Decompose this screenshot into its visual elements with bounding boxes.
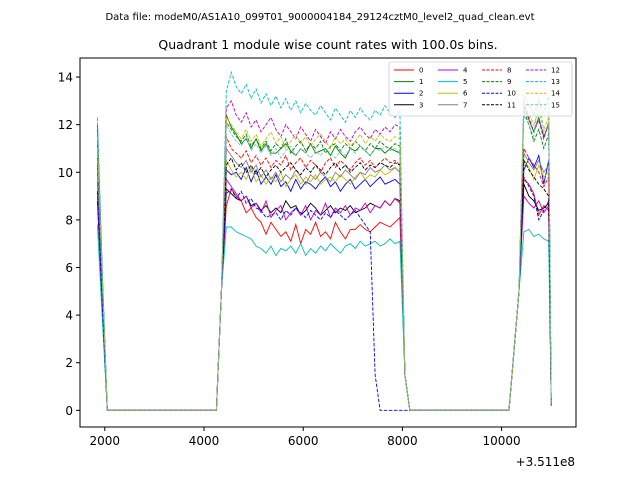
y-tick-label: 2 <box>65 356 73 370</box>
y-axis: 0 2 4 6 8 10 12 14 <box>58 71 80 418</box>
legend-label-7: 7 <box>463 101 467 109</box>
y-tick-label: 4 <box>65 309 73 323</box>
series-line-13 <box>96 70 552 411</box>
series-line-5 <box>96 224 552 411</box>
series-line-9 <box>96 110 552 411</box>
legend-label-0: 0 <box>419 67 423 75</box>
legend-label-4: 4 <box>463 67 468 75</box>
x-axis: 2000 4000 6000 8000 10000 <box>90 427 521 448</box>
y-tick-label: 10 <box>58 166 73 180</box>
y-tick-label: 12 <box>58 118 73 132</box>
x-tick-label: 2000 <box>90 434 121 448</box>
legend-label-5: 5 <box>463 78 467 86</box>
series-line-12 <box>96 99 552 411</box>
series-line-11 <box>96 157 552 411</box>
legend-label-11: 11 <box>507 101 516 109</box>
y-tick-label: 8 <box>65 213 73 227</box>
legend-label-14: 14 <box>551 90 560 98</box>
legend-label-15: 15 <box>551 101 560 109</box>
series-line-15 <box>96 96 552 411</box>
legend-label-2: 2 <box>419 90 423 98</box>
y-tick-label: 14 <box>58 71 73 85</box>
legend-label-9: 9 <box>507 78 511 86</box>
series-line-3 <box>96 184 552 411</box>
x-tick-label: 10000 <box>483 434 521 448</box>
legend-label-10: 10 <box>507 90 516 98</box>
x-tick-label: 4000 <box>189 434 220 448</box>
y-tick-label: 6 <box>65 261 73 275</box>
chart-title: Quadrant 1 module wise count rates with … <box>158 37 497 52</box>
x-tick-label: 8000 <box>387 434 418 448</box>
series-line-7 <box>96 147 552 411</box>
legend-label-12: 12 <box>551 67 560 75</box>
y-tick-label: 0 <box>65 404 73 418</box>
suptitle: Data file: modeM0/AS1A10_099T01_90000041… <box>105 12 534 23</box>
legend-label-13: 13 <box>551 78 560 86</box>
series-line-0 <box>96 143 552 411</box>
x-offset-label: +3.511e8 <box>516 455 575 469</box>
legend-label-8: 8 <box>507 67 511 75</box>
plot-frame <box>79 57 577 428</box>
legend-label-3: 3 <box>419 101 423 109</box>
legend-box <box>388 61 573 117</box>
series-line-2 <box>96 154 552 411</box>
series-line-6 <box>96 158 552 411</box>
x-tick-label: 6000 <box>288 434 319 448</box>
legend-label-6: 6 <box>463 90 468 98</box>
legend-label-1: 1 <box>419 78 423 86</box>
series-layer <box>96 70 552 411</box>
